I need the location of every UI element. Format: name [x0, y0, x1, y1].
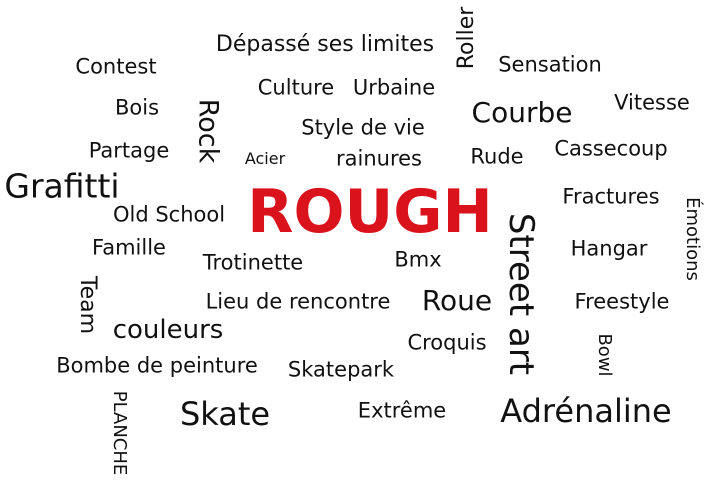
- word-depasse-ses-limites: Dépassé ses limites: [215, 32, 435, 57]
- word-vitesse: Vitesse: [614, 90, 690, 115]
- word-rude: Rude: [470, 144, 524, 169]
- word-couleurs: couleurs: [112, 315, 224, 345]
- word-freestyle: Freestyle: [574, 289, 670, 314]
- word-fractures: Fractures: [562, 184, 660, 209]
- word-culture: Culture: [257, 75, 335, 100]
- word-grafitti: Grafitti: [4, 166, 120, 206]
- word-bowl: Bowl: [594, 333, 615, 377]
- word-street-art: Street art: [501, 212, 541, 376]
- word-acier: Acier: [244, 149, 286, 168]
- word-skate: Skate: [179, 395, 271, 433]
- word-cassecoup: Cassecoup: [554, 136, 668, 161]
- word-courbe: Courbe: [471, 96, 573, 129]
- word-extreme: Extrême: [357, 398, 447, 423]
- word-emotions: Émotions: [682, 197, 703, 281]
- word-contest: Contest: [75, 54, 157, 79]
- word-bois: Bois: [114, 95, 160, 120]
- word-famille: Famille: [92, 235, 166, 260]
- word-roue: Roue: [421, 284, 493, 317]
- word-adrenaline: Adrénaline: [500, 392, 672, 430]
- word-lieu-de-rencontre: Lieu de rencontre: [205, 289, 391, 314]
- word-bombe-de-peinture: Bombe de peinture: [56, 353, 258, 378]
- word-style-de-vie: Style de vie: [301, 115, 425, 140]
- word-bmx: Bmx: [394, 247, 442, 272]
- word-skatepark: Skatepark: [287, 357, 395, 382]
- word-planche: PLANCHE: [109, 390, 130, 476]
- word-roller: Roller: [454, 6, 479, 70]
- word-hangar: Hangar: [570, 236, 648, 261]
- word-rainures: rainures: [336, 146, 422, 171]
- word-partage: Partage: [88, 138, 170, 163]
- word-croquis: Croquis: [407, 330, 487, 355]
- word-old-school: Old School: [112, 202, 226, 227]
- word-rock: Rock: [192, 98, 224, 164]
- word-team: Team: [75, 275, 100, 335]
- word-trotinette: Trotinette: [202, 250, 304, 275]
- word-sensation: Sensation: [498, 52, 602, 77]
- word-urbaine: Urbaine: [352, 75, 436, 100]
- word-rough: ROUGH: [247, 177, 493, 247]
